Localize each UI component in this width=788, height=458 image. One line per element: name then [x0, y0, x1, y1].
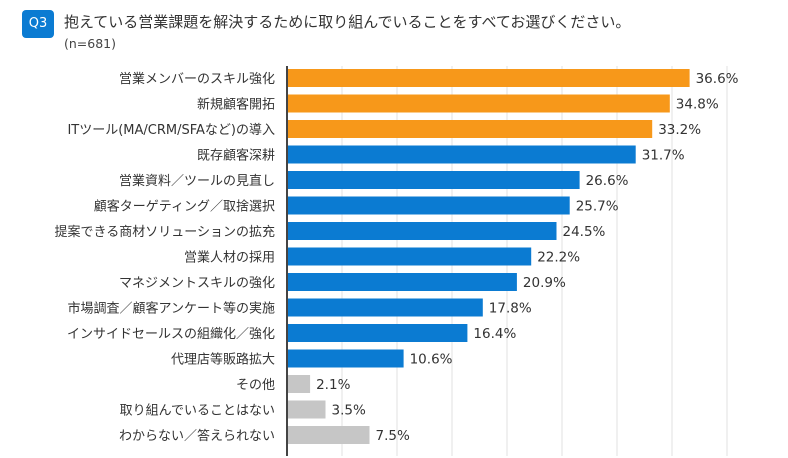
- bar: [287, 171, 580, 189]
- value-labels: 36.6% 34.8% 33.2% 31.7% 26.6% 25.7% 24.5% 22.2%…: [316, 71, 739, 444]
- bar: [287, 196, 570, 215]
- category-label: わからない／答えられない: [119, 428, 275, 444]
- category-label: 市場調査／顧客アンケート等の実施: [68, 301, 275, 317]
- bar: [287, 349, 404, 368]
- question-number-badge: Q3: [22, 10, 54, 38]
- category-label: 既存顧客深耕: [197, 148, 275, 164]
- category-label: 提案できる商材ソリューションの拡充: [55, 224, 275, 240]
- value-label: 2.1%: [316, 377, 350, 393]
- category-label: 代理店等販路拡大: [171, 352, 275, 368]
- value-label: 34.8%: [676, 97, 719, 113]
- bar: [287, 69, 690, 87]
- value-label: 7.5%: [376, 428, 410, 444]
- bar: [287, 426, 370, 444]
- category-label: 顧客ターゲティング／取捨選択: [94, 199, 275, 215]
- bars: [287, 69, 690, 444]
- category-label: 営業人材の採用: [184, 250, 275, 266]
- category-label: マネジメントスキルの強化: [119, 276, 275, 291]
- value-label: 24.5%: [563, 224, 606, 240]
- category-label: その他: [236, 378, 275, 393]
- sample-size: (n=681): [64, 36, 117, 51]
- bar: [287, 145, 636, 164]
- category-label: 新規顧客開拓: [197, 97, 275, 113]
- category-label: 取り組んでいることはない: [120, 404, 275, 419]
- value-label: 33.2%: [658, 122, 701, 138]
- category-label: インサイドセールスの組織化／強化: [67, 327, 275, 342]
- value-label: 31.7%: [642, 148, 685, 164]
- bar: [287, 298, 483, 317]
- category-label: 営業メンバーのスキル強化: [119, 71, 275, 87]
- value-label: 22.2%: [537, 250, 580, 266]
- value-label: 3.5%: [332, 403, 366, 419]
- bar: [287, 94, 670, 113]
- chart-title: 抱えている営業課題を解決するために取り組んでいることをすべてお選びください。: [64, 13, 631, 31]
- value-label: 20.9%: [523, 275, 566, 291]
- bar: [287, 247, 532, 266]
- bar: [287, 324, 468, 342]
- value-label: 17.8%: [489, 301, 532, 317]
- bar: [287, 400, 326, 419]
- value-label: 26.6%: [586, 173, 629, 189]
- value-label: 36.6%: [696, 71, 739, 87]
- bar: [287, 273, 517, 291]
- value-label: 25.7%: [576, 199, 619, 215]
- category-label: ITツール(MA/CRM/SFAなど)の導入: [67, 123, 275, 138]
- bar: [287, 222, 557, 240]
- bar: [287, 120, 653, 138]
- bar: [287, 375, 311, 393]
- value-label: 16.4%: [473, 326, 516, 342]
- category-label: 営業資料／ツールの見直し: [119, 173, 275, 189]
- value-label: 10.6%: [410, 352, 453, 368]
